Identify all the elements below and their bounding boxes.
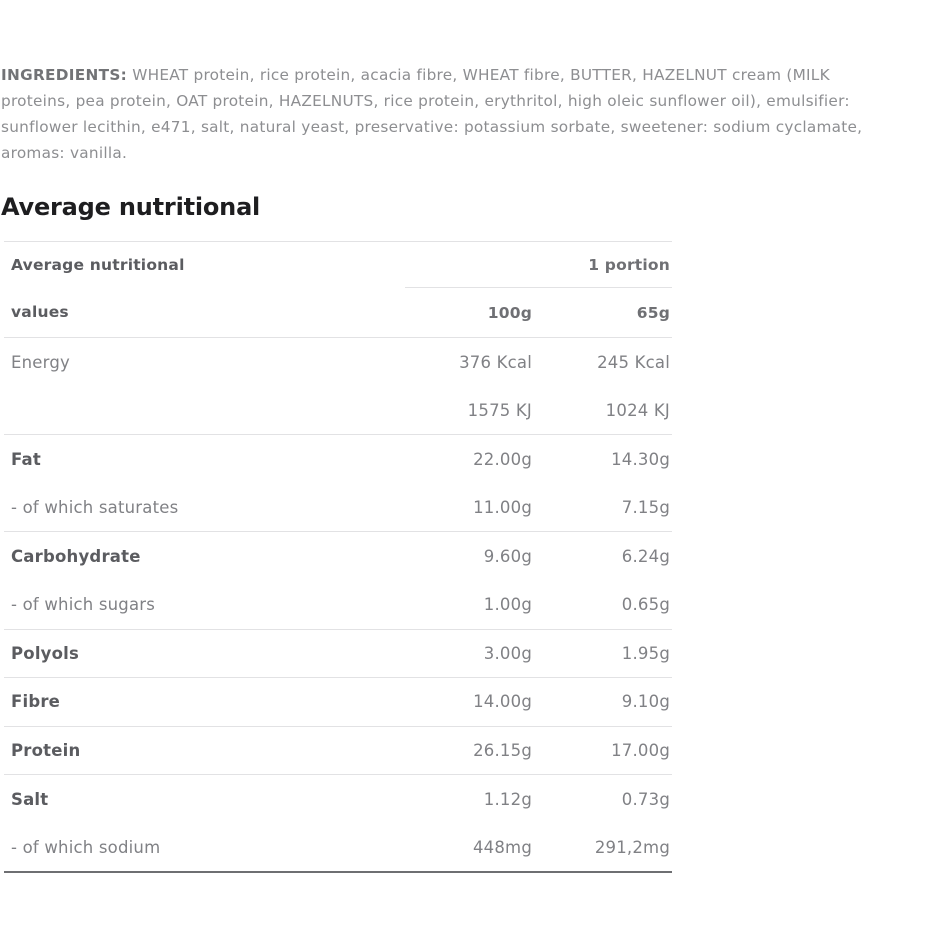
- table-row-carbohydrate: Carbohydrate 9.60g 6.24g: [4, 532, 672, 581]
- row-label: - of which saturates: [4, 483, 405, 533]
- table-row-fibre: Fibre 14.00g 9.10g: [4, 677, 672, 727]
- ingredients-line: INGREDIENTS: WHEAT protein, rice protein…: [1, 62, 949, 88]
- value-65g: 291,2mg: [594, 837, 670, 857]
- table-row-sodium: - of which sodium 448mg 291,2mg: [4, 823, 672, 872]
- table-row-energy-kj: 1575 KJ 1024 KJ: [4, 386, 672, 436]
- header-65g: 65g: [532, 287, 672, 338]
- value-100g: 448mg: [472, 837, 532, 857]
- value-65g: 9.10g: [532, 677, 672, 727]
- header-1-portion: 1 portion: [405, 241, 672, 288]
- ingredients-line: aromas: vanilla.: [1, 144, 128, 162]
- value-100g: 22.00g: [473, 449, 532, 469]
- nutrition-table-container: Average nutritional 1 portion values 100…: [4, 241, 672, 874]
- row-label: Fat: [11, 449, 41, 469]
- ingredients-line: proteins, pea protein, OAT protein, HAZE…: [1, 92, 850, 110]
- page-title: Average nutritional: [1, 193, 261, 221]
- table-row-saturates: - of which saturates 11.00g 7.15g: [4, 483, 672, 533]
- value-65g: 0.73g: [621, 789, 670, 809]
- value-65g: 7.15g: [532, 483, 672, 533]
- ingredients-text: WHEAT protein, rice protein, acacia fibr…: [127, 66, 830, 84]
- value-65g: 0.65g: [532, 580, 672, 630]
- table-row-energy-kcal: Energy 376 Kcal 245 Kcal: [4, 338, 672, 387]
- row-label: [4, 386, 405, 436]
- table-row-salt: Salt 1.12g 0.73g: [4, 775, 672, 824]
- header-row-values: values 100g 65g: [4, 287, 672, 338]
- row-label: Polyols: [4, 629, 405, 679]
- row-label: - of which sodium: [11, 837, 161, 857]
- row-label: Carbohydrate: [11, 546, 141, 566]
- value-100g: 3.00g: [405, 629, 532, 679]
- value-100g: 1.12g: [483, 789, 532, 809]
- header-values: values: [4, 287, 405, 338]
- value-100g: 376 Kcal: [459, 352, 532, 372]
- value-100g: 1575 KJ: [405, 386, 532, 436]
- value-65g: 14.30g: [611, 449, 670, 469]
- row-label: Energy: [11, 352, 70, 372]
- value-65g: 6.24g: [621, 546, 670, 566]
- table-row-fat: Fat 22.00g 14.30g: [4, 435, 672, 484]
- header-row-portion: Average nutritional 1 portion: [4, 241, 672, 288]
- row-label: Fibre: [4, 677, 405, 727]
- row-label: Salt: [11, 789, 49, 809]
- value-100g: 11.00g: [405, 483, 532, 533]
- value-65g: 1024 KJ: [532, 386, 672, 436]
- value-65g: 245 Kcal: [597, 352, 670, 372]
- table-row-polyols: Polyols 3.00g 1.95g: [4, 629, 672, 679]
- ingredients-paragraph: INGREDIENTS: WHEAT protein, rice protein…: [1, 62, 949, 166]
- value-100g: 9.60g: [483, 546, 532, 566]
- nutrition-table: Average nutritional 1 portion values 100…: [4, 241, 672, 874]
- table-header: Average nutritional 1 portion values 100…: [4, 241, 672, 338]
- header-average-nutritional: Average nutritional: [11, 255, 185, 274]
- value-100g: 14.00g: [405, 677, 532, 727]
- value-100g: 26.15g: [405, 726, 532, 776]
- header-100g: 100g: [405, 287, 532, 338]
- table-row-sugars: - of which sugars 1.00g 0.65g: [4, 580, 672, 630]
- row-label: - of which sugars: [4, 580, 405, 630]
- value-100g: 1.00g: [405, 580, 532, 630]
- row-label: Protein: [4, 726, 405, 776]
- ingredients-line: sunflower lecithin, e471, salt, natural …: [1, 118, 863, 136]
- value-65g: 17.00g: [532, 726, 672, 776]
- value-65g: 1.95g: [532, 629, 672, 679]
- ingredients-label: INGREDIENTS:: [1, 66, 128, 84]
- table-body: Energy 376 Kcal 245 Kcal 1575 KJ 1024 KJ…: [4, 338, 672, 873]
- table-row-protein: Protein 26.15g 17.00g: [4, 726, 672, 776]
